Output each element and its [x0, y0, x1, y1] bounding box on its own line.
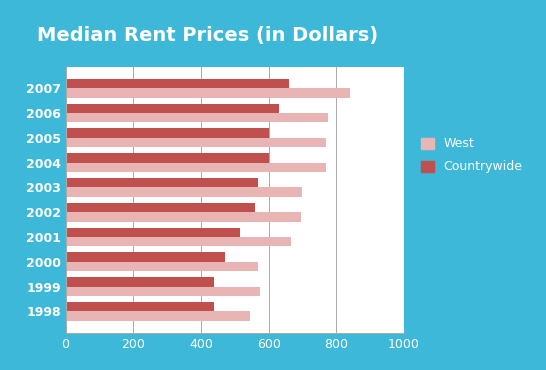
Legend: West, Countrywide: West, Countrywide — [421, 137, 523, 174]
Bar — [66, 302, 215, 312]
Bar — [66, 187, 302, 197]
Bar — [66, 88, 350, 98]
Bar — [66, 237, 290, 246]
Bar — [66, 262, 258, 271]
Bar — [66, 252, 224, 262]
Bar — [66, 79, 289, 88]
Bar — [66, 153, 269, 162]
Bar — [66, 178, 258, 187]
Bar — [66, 203, 255, 212]
Bar — [66, 228, 240, 237]
Bar — [66, 104, 279, 113]
Bar — [66, 312, 250, 321]
Bar — [66, 287, 260, 296]
Bar — [66, 128, 269, 138]
Bar — [66, 138, 326, 147]
Bar — [66, 113, 328, 122]
Text: Median Rent Prices (in Dollars): Median Rent Prices (in Dollars) — [37, 26, 378, 45]
Bar — [66, 162, 326, 172]
Bar — [66, 212, 301, 222]
Bar — [66, 277, 215, 287]
